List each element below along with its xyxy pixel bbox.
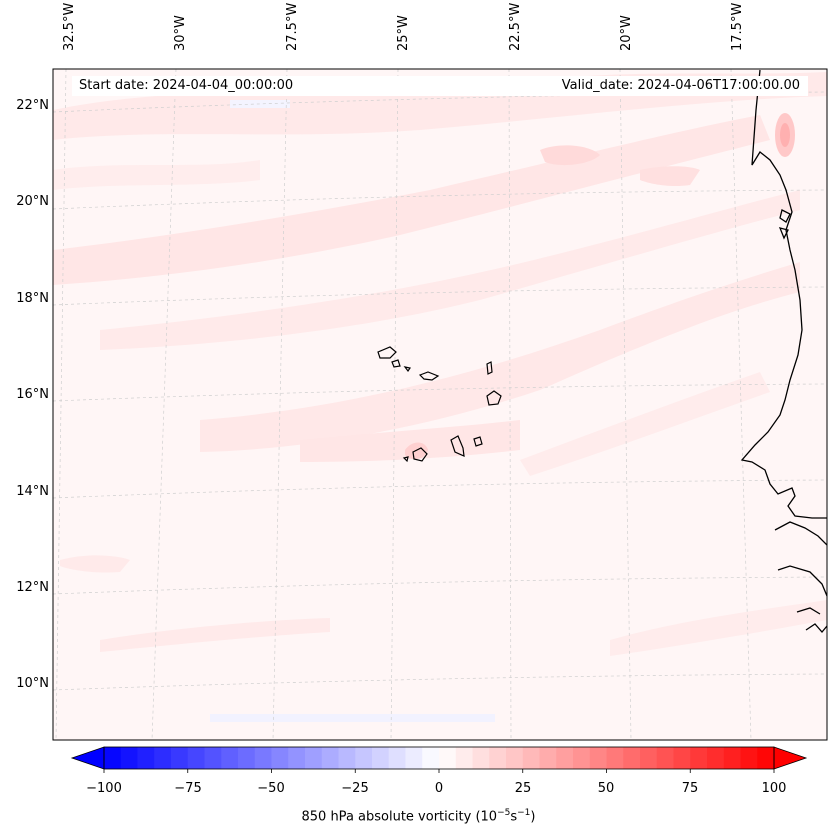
colorbar-tick-label: −100	[86, 781, 122, 796]
colorbar-tick-label: 75	[681, 781, 699, 796]
lat-label: 18°N	[16, 291, 49, 306]
colorbar-tick-label: −25	[341, 781, 369, 796]
vorticity-field	[53, 72, 827, 656]
lat-label: 22°N	[16, 98, 49, 113]
lat-label: 12°N	[16, 580, 49, 595]
colorbar-tick-label: 50	[597, 781, 615, 796]
colorbar-tick-label: 25	[514, 781, 532, 796]
colorbar-tick-label: −50	[257, 781, 285, 796]
lat-label: 14°N	[16, 484, 49, 499]
valid-date-text: Valid_date: 2024-04-06T17:00:00.00	[561, 78, 800, 93]
date-header-box	[72, 76, 808, 96]
lat-label: 20°N	[16, 194, 49, 209]
colorbar-tick-label: 100	[761, 781, 787, 796]
colorbar-label: 850 hPa absolute vorticity (10−5s−1)	[301, 808, 536, 825]
colorbar-tick-label: 0	[434, 781, 444, 796]
coastline	[740, 69, 827, 634]
colorbar-tick-label: −75	[174, 781, 202, 796]
graticule	[53, 69, 827, 740]
vorticity-negative-band	[210, 714, 495, 722]
lat-label: 16°N	[16, 387, 49, 402]
start-date-text: Start date: 2024-04-04_00:00:00	[79, 78, 294, 93]
cape-verde-islands	[377, 346, 502, 463]
map-frame	[52, 68, 828, 741]
lat-label: 10°N	[16, 676, 49, 691]
